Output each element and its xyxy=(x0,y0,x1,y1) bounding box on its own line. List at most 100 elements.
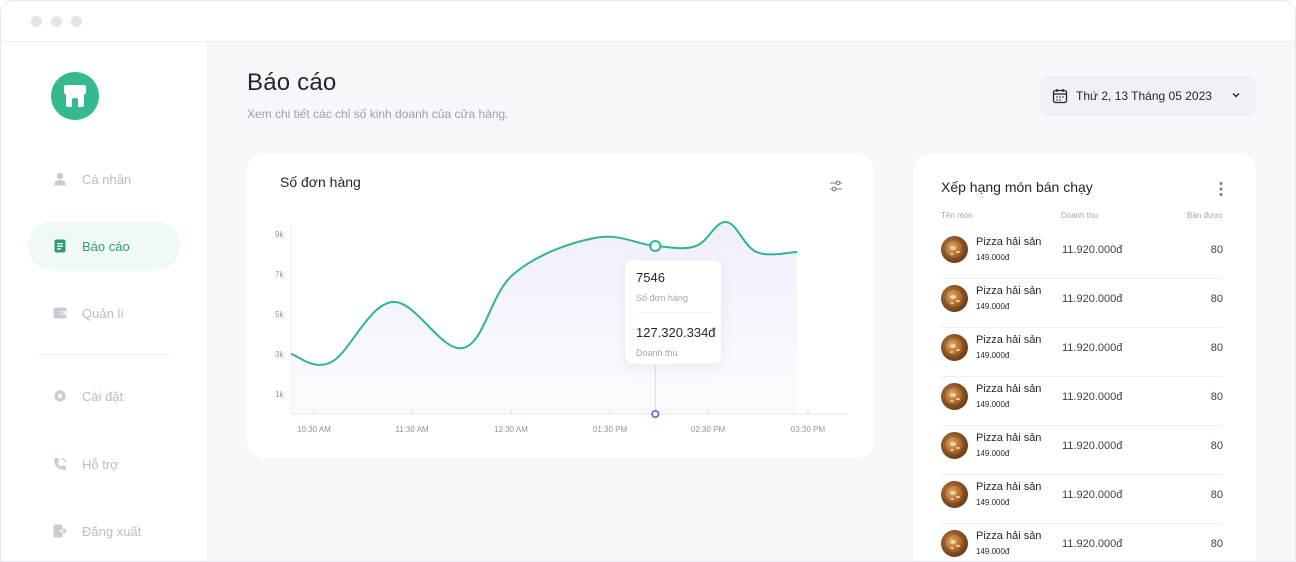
wallet-icon xyxy=(52,305,68,321)
sidebar-item-label: Quản lí xyxy=(82,305,124,321)
date-picker[interactable]: Thứ 2, 13 Tháng 05 2023 xyxy=(1040,76,1256,116)
y-tick-label: 7k xyxy=(275,270,284,279)
item-sold: 80 xyxy=(1210,244,1223,256)
table-row[interactable]: Pizza hải sản 149.000đ 11.920.000đ 80 xyxy=(941,328,1223,377)
user-icon xyxy=(52,171,68,187)
page-title: Báo cáo xyxy=(247,69,337,96)
x-tick-label: 12:30 AM xyxy=(494,425,528,434)
item-price: 149.000đ xyxy=(976,547,1010,556)
column-header-sold: Bán được xyxy=(1187,211,1223,220)
item-name: Pizza hải sản xyxy=(976,432,1042,444)
sidebar-item-personal[interactable]: Cá nhân xyxy=(28,154,180,204)
table-row[interactable]: Pizza hải sản 149.000đ 11.920.000đ 80 xyxy=(941,426,1223,475)
logout-icon xyxy=(52,523,68,539)
item-name: Pizza hải sản xyxy=(976,334,1042,346)
series-line-orders xyxy=(290,221,798,366)
title-bar xyxy=(1,1,1295,42)
orders-chart-card: Số đơn hàng 9k 7k 5k 3k 1k 10:30 AM 11:30 AM 12… xyxy=(247,154,874,458)
pizza-thumbnail xyxy=(941,236,968,263)
item-price: 149.000đ xyxy=(976,253,1010,262)
table-row[interactable]: Pizza hải sản 149.000đ 11.920.000đ 80 xyxy=(941,279,1223,328)
tooltip-revenue-label: Doanh thu xyxy=(636,348,678,358)
item-sold: 80 xyxy=(1210,440,1223,452)
x-tick-label: 03:30 PM xyxy=(791,425,826,434)
highlight-point[interactable] xyxy=(649,240,662,252)
chart-title: Số đơn hàng xyxy=(280,174,361,190)
chevron-down-icon xyxy=(1232,93,1240,98)
item-price: 149.000đ xyxy=(976,400,1010,409)
filter-icon[interactable] xyxy=(829,180,843,192)
sidebar: Cá nhân Báo cáo Quản lí Cài đặt Hỗ xyxy=(1,42,206,561)
sidebar-item-manage[interactable]: Quản lí xyxy=(28,288,180,338)
item-name: Pizza hải sản xyxy=(976,236,1042,248)
x-tick-label: 10:30 AM xyxy=(297,425,331,434)
item-sold: 80 xyxy=(1210,391,1223,403)
window-maximize-dot[interactable] xyxy=(71,16,82,27)
chart-tooltip: 7546 Số đơn hàng 127.320.334đ Doanh thu xyxy=(624,259,722,365)
pizza-thumbnail xyxy=(941,530,968,557)
item-price: 149.000đ xyxy=(976,449,1010,458)
table-row[interactable]: Pizza hải sản 149.000đ 11.920.000đ 80 xyxy=(941,475,1223,524)
gear-icon xyxy=(52,388,68,404)
pizza-thumbnail xyxy=(941,334,968,361)
item-name: Pizza hải sản xyxy=(976,530,1042,542)
sidebar-item-label: Báo cáo xyxy=(82,238,130,254)
y-tick-label: 1k xyxy=(275,390,284,399)
item-revenue: 11.920.000đ xyxy=(1062,440,1123,452)
ranking-title: Xếp hạng món bán chạy xyxy=(941,179,1093,195)
store-icon xyxy=(64,85,86,107)
window-minimize-dot[interactable] xyxy=(51,16,62,27)
tooltip-revenue-value: 127.320.334đ xyxy=(636,325,716,340)
x-tick-label: 02:30 PM xyxy=(691,425,726,434)
x-axis-cursor-marker[interactable] xyxy=(651,409,660,418)
window-close-dot[interactable] xyxy=(31,16,42,27)
orders-line-chart[interactable]: 9k 7k 5k 3k 1k 10:30 AM 11:30 AM 12:30 AM 01:30 … xyxy=(247,154,874,458)
column-header-revenue: Doanh thu xyxy=(1061,211,1098,220)
y-tick-label: 5k xyxy=(275,310,284,319)
item-revenue: 11.920.000đ xyxy=(1062,293,1123,305)
item-revenue: 11.920.000đ xyxy=(1062,342,1123,354)
main-content: Báo cáo Xem chi tiết các chỉ số kinh doa… xyxy=(206,42,1295,561)
sidebar-divider xyxy=(36,354,171,355)
sidebar-item-support[interactable]: Hỗ trợ xyxy=(28,439,180,489)
sidebar-item-report[interactable]: Báo cáo xyxy=(28,221,180,271)
best-seller-card: Xếp hạng món bán chạy Tên món Doanh thu … xyxy=(914,154,1256,561)
item-revenue: 11.920.000đ xyxy=(1062,391,1123,403)
pizza-thumbnail xyxy=(941,383,968,410)
item-price: 149.000đ xyxy=(976,351,1010,360)
tooltip-divider xyxy=(636,312,713,313)
item-revenue: 11.920.000đ xyxy=(1062,244,1123,256)
sidebar-item-label: Cài đặt xyxy=(82,388,124,404)
calendar-icon xyxy=(1052,89,1068,104)
x-tick-label: 11:30 AM xyxy=(395,425,429,434)
column-header-name: Tên món xyxy=(941,211,973,220)
table-row[interactable]: Pizza hải sản 149.000đ 11.920.000đ 80 xyxy=(941,230,1223,279)
sidebar-item-settings[interactable]: Cài đặt xyxy=(28,371,180,421)
tooltip-orders-label: Số đơn hàng xyxy=(636,293,688,303)
report-icon xyxy=(52,238,68,254)
item-name: Pizza hải sản xyxy=(976,481,1042,493)
sidebar-item-label: Cá nhân xyxy=(82,171,132,187)
more-vertical-icon[interactable] xyxy=(1219,181,1223,197)
item-sold: 80 xyxy=(1210,293,1223,305)
item-price: 149.000đ xyxy=(976,498,1010,507)
pizza-thumbnail xyxy=(941,481,968,508)
sidebar-item-label: Đăng xuất xyxy=(82,523,142,539)
item-sold: 80 xyxy=(1210,489,1223,501)
pizza-thumbnail xyxy=(941,285,968,312)
table-row[interactable]: Pizza hải sản 149.000đ 11.920.000đ 80 xyxy=(941,377,1223,426)
item-sold: 80 xyxy=(1210,342,1223,354)
sidebar-item-label: Hỗ trợ xyxy=(82,456,119,472)
item-name: Pizza hải sản xyxy=(976,383,1042,395)
item-revenue: 11.920.000đ xyxy=(1062,538,1123,550)
table-row[interactable]: Pizza hải sản 149.000đ 11.920.000đ 80 xyxy=(941,524,1223,561)
phone-icon xyxy=(52,456,68,472)
pizza-thumbnail xyxy=(941,432,968,459)
y-tick-label: 3k xyxy=(275,350,284,359)
sidebar-item-logout[interactable]: Đăng xuất xyxy=(28,506,180,556)
store-logo[interactable] xyxy=(51,72,99,120)
x-tick-label: 01:30 PM xyxy=(593,425,628,434)
tooltip-orders-value: 7546 xyxy=(636,270,665,285)
page-subtitle: Xem chi tiết các chỉ số kinh doanh của c… xyxy=(247,107,509,121)
